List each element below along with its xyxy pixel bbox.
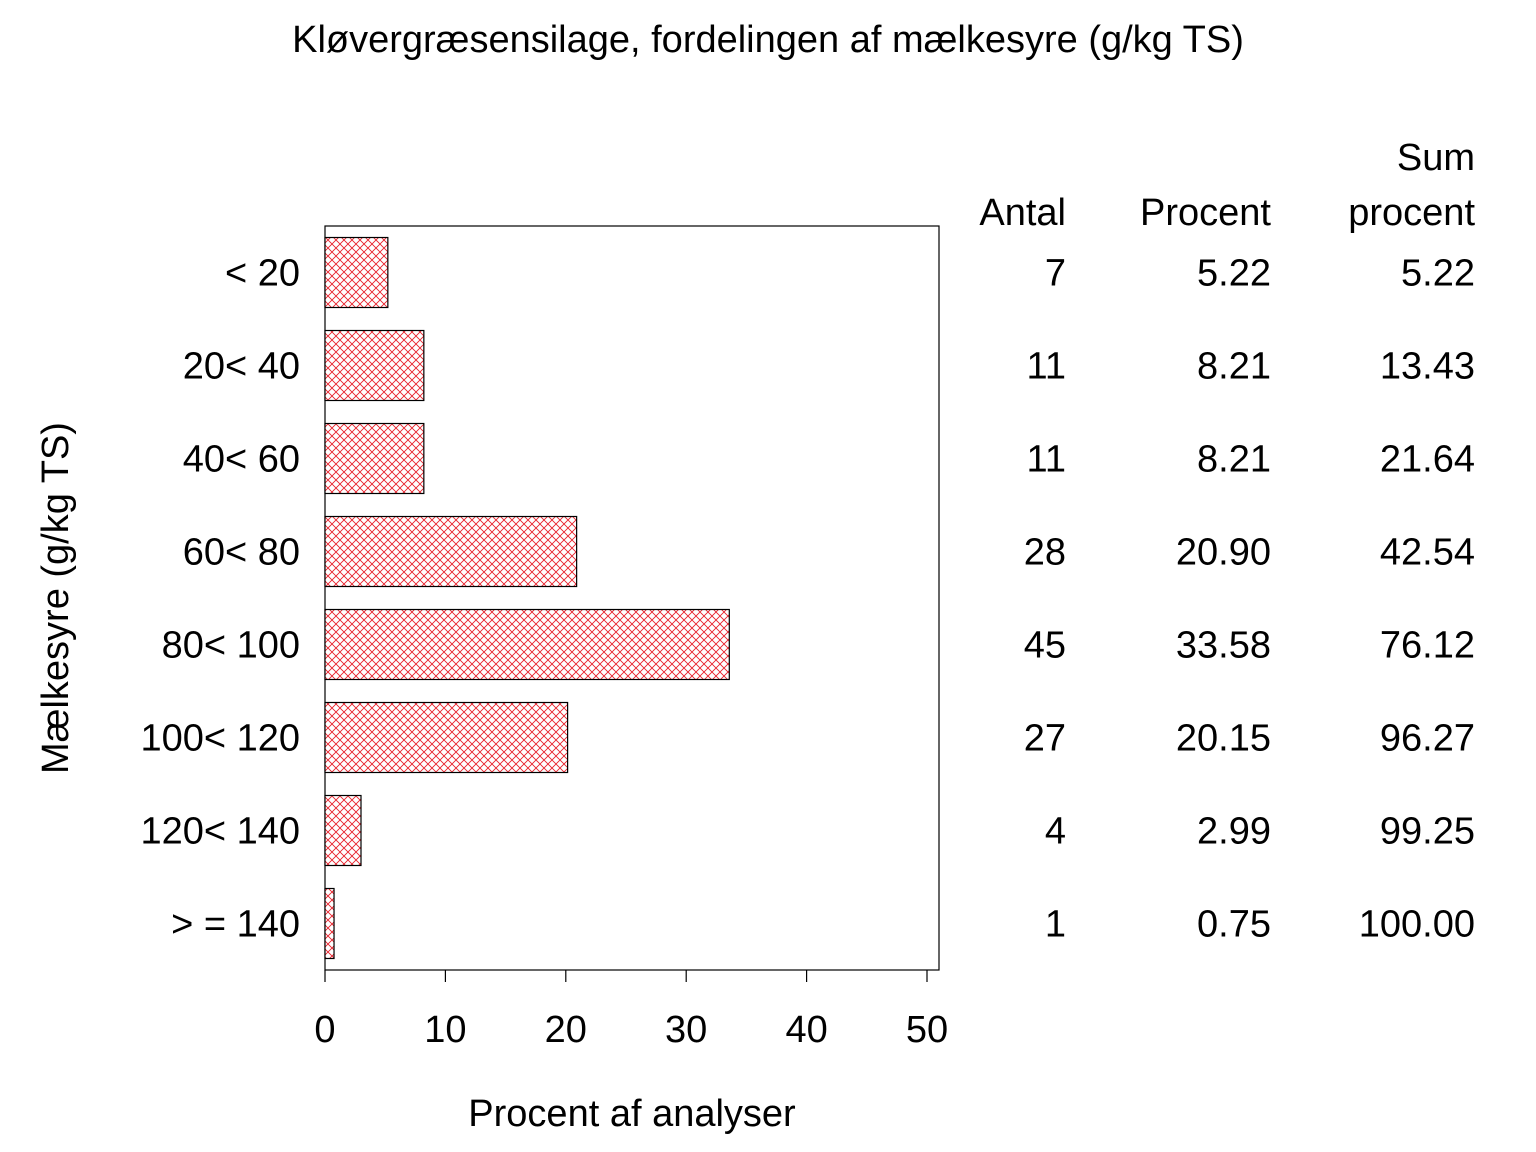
category-label: > = 140 — [171, 904, 300, 946]
table-cell-procent: 2.99 — [1197, 811, 1271, 853]
chart-title: Kløvergræsensilage, fordelingen af mælke… — [292, 19, 1244, 61]
y-axis-label: Mælkesyre (g/kg TS) — [35, 422, 77, 774]
bar — [324, 794, 362, 867]
category-label: 20< 40 — [183, 346, 300, 388]
table-cell-procent: 20.90 — [1176, 532, 1271, 574]
x-tick-label: 40 — [785, 1009, 827, 1051]
header-sum-line2: procent — [1348, 192, 1475, 234]
bar — [324, 329, 425, 402]
bar — [324, 422, 425, 495]
bar — [324, 236, 389, 309]
category-label: 40< 60 — [183, 439, 300, 481]
table-cell-sum-procent: 21.64 — [1380, 439, 1475, 481]
category-labels: < 20 20< 40 40< 60 60< 80 80< 100 100< 120 120… — [140, 253, 300, 946]
x-tick-label: 0 — [314, 1009, 335, 1051]
x-tick-label: 30 — [665, 1009, 707, 1051]
table-cell-sum-procent: 13.43 — [1380, 346, 1475, 388]
table-cell-sum-procent: 99.25 — [1380, 811, 1475, 853]
stats-table-header: Antal Procent Sum procent — [979, 137, 1475, 234]
category-label: 60< 80 — [183, 532, 300, 574]
header-procent-line2: Procent — [1140, 192, 1271, 234]
x-axis-label: Procent af analyser — [468, 1093, 796, 1135]
header-antal-line2: Antal — [979, 192, 1066, 234]
header-sum-line1: Sum — [1397, 137, 1475, 179]
bars-layer — [324, 236, 730, 960]
category-label: 100< 120 — [140, 718, 300, 760]
table-cell-procent: 33.58 — [1176, 625, 1271, 667]
table-cell-antal: 11 — [1027, 346, 1066, 388]
x-tick-label: 10 — [424, 1009, 466, 1051]
category-label: 120< 140 — [140, 811, 300, 853]
table-cell-antal: 45 — [1024, 625, 1066, 667]
table-cell-procent: 8.21 — [1197, 346, 1271, 388]
table-cell-sum-procent: 76.12 — [1380, 625, 1475, 667]
x-tick-label: 20 — [545, 1009, 587, 1051]
bar — [324, 887, 335, 960]
category-label: 80< 100 — [162, 625, 300, 667]
table-cell-procent: 20.15 — [1176, 718, 1271, 760]
bar — [324, 608, 730, 681]
bar — [324, 515, 578, 588]
table-cell-sum-procent: 42.54 — [1380, 532, 1475, 574]
table-cell-procent: 5.22 — [1197, 253, 1271, 295]
table-cell-antal: 11 — [1027, 439, 1066, 481]
table-cell-antal: 1 — [1045, 904, 1066, 946]
table-cell-antal: 4 — [1045, 811, 1066, 853]
table-cell-procent: 8.21 — [1197, 439, 1271, 481]
table-cell-antal: 28 — [1024, 532, 1066, 574]
table-cell-sum-procent: 100.00 — [1359, 904, 1475, 946]
plot-frame — [324, 225, 940, 971]
table-cell-sum-procent: 96.27 — [1380, 718, 1475, 760]
bar — [324, 701, 569, 774]
category-label: < 20 — [225, 253, 300, 295]
table-cell-procent: 0.75 — [1197, 904, 1271, 946]
table-cell-antal: 7 — [1045, 253, 1066, 295]
table-cell-antal: 27 — [1024, 718, 1066, 760]
x-axis-ticks: 0 10 20 30 40 50 — [314, 970, 948, 1051]
table-cell-sum-procent: 5.22 — [1401, 253, 1475, 295]
x-tick-label: 50 — [906, 1009, 948, 1051]
